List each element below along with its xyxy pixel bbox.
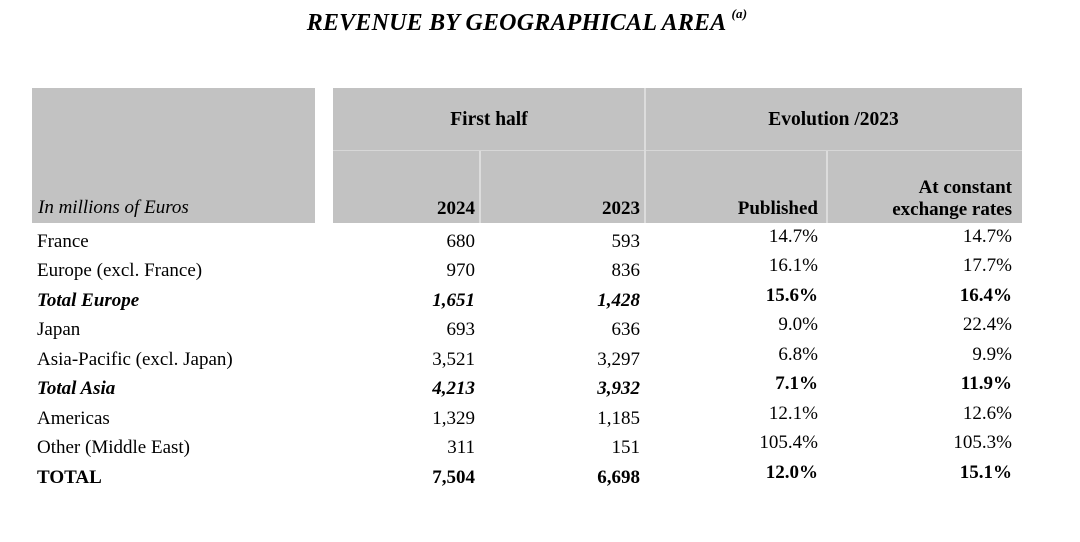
- group-header-band: First half Evolution /2023: [333, 88, 1022, 151]
- cell-2023: 1,428: [597, 289, 640, 311]
- cell-published: 14.7%: [768, 225, 818, 247]
- row-label: Asia-Pacific (excl. Japan): [37, 348, 233, 370]
- row-label: Other (Middle East): [37, 437, 191, 459]
- column-separator-published-constant: [826, 151, 828, 223]
- cell-2024: 1,651: [432, 289, 475, 311]
- column-header-published: Published: [737, 198, 818, 219]
- cell-constant: 17.7%: [962, 255, 1012, 277]
- table-row-europe-excl-france: Europe (excl. France) 970 836 16.1% 17.7…: [32, 255, 1012, 287]
- cell-constant: 105.3%: [953, 432, 1012, 454]
- table-row-asia-pacific: Asia-Pacific (excl. Japan) 3,521 3,297 6…: [32, 343, 1012, 375]
- column-group-separator: [644, 88, 646, 223]
- cell-2024: 4,213: [432, 378, 475, 400]
- cell-2023: 636: [611, 319, 641, 341]
- cell-2024: 311: [447, 437, 475, 459]
- cell-2023: 151: [611, 437, 641, 459]
- table-header-unit-cell: In millions of Euros: [32, 88, 315, 223]
- row-label: TOTAL: [37, 466, 102, 488]
- cell-2024: 3,521: [432, 348, 475, 370]
- column-header-constant-rates: At constant exchange rates: [892, 177, 1012, 220]
- cell-published: 6.8%: [778, 343, 818, 365]
- cell-2023: 6,698: [597, 466, 640, 488]
- cell-2024: 1,329: [432, 407, 475, 429]
- table-header-columns: First half Evolution /2023 2024 2023 Pub…: [333, 88, 1022, 223]
- cell-published: 12.1%: [768, 402, 818, 424]
- cell-2024: 693: [446, 319, 476, 341]
- cell-2024: 970: [446, 260, 476, 282]
- table-row-japan: Japan 693 636 9.0% 22.4%: [32, 314, 1012, 346]
- cell-published: 16.1%: [768, 255, 818, 277]
- table-row-americas: Americas 1,329 1,185 12.1% 12.6%: [32, 402, 1012, 434]
- cell-published: 7.1%: [775, 373, 818, 395]
- row-label: Total Europe: [37, 289, 140, 311]
- cell-constant: 16.4%: [959, 284, 1012, 306]
- column-header-row: 2024 2023 Published At constant exchange…: [333, 177, 1012, 223]
- table-row-france: France 680 593 14.7% 14.7%: [32, 225, 1012, 257]
- cell-constant: 9.9%: [972, 343, 1012, 365]
- table-row-grand-total: TOTAL 7,504 6,698 12.0% 15.1%: [32, 461, 1012, 493]
- cell-2023: 3,932: [597, 378, 640, 400]
- header-band-separator: [333, 150, 1022, 151]
- column-header-2024: 2024: [437, 198, 475, 219]
- cell-2024: 7,504: [432, 466, 475, 488]
- page-title-text: REVENUE BY GEOGRAPHICAL AREA: [306, 10, 727, 36]
- table-row-other-middle-east: Other (Middle East) 311 151 105.4% 105.3…: [32, 432, 1012, 464]
- row-label: Americas: [37, 407, 110, 429]
- row-label: France: [37, 230, 89, 252]
- table-body: France 680 593 14.7% 14.7% Europe (excl.…: [32, 225, 1012, 493]
- cell-2023: 3,297: [597, 348, 640, 370]
- cell-2023: 1,185: [597, 407, 640, 429]
- unit-label: In millions of Euros: [38, 197, 189, 218]
- column-separator-2024-2023: [479, 151, 481, 223]
- cell-2023: 836: [611, 260, 641, 282]
- cell-constant: 11.9%: [960, 373, 1012, 395]
- cell-2023: 593: [611, 230, 641, 252]
- cell-published: 15.6%: [765, 284, 818, 306]
- cell-published: 12.0%: [765, 461, 818, 483]
- group-header-first-half: First half: [450, 108, 528, 130]
- cell-constant: 22.4%: [962, 314, 1012, 336]
- cell-2024: 680: [446, 230, 476, 252]
- row-label: Japan: [37, 319, 81, 341]
- row-label: Total Asia: [37, 378, 116, 400]
- table-row-total-asia: Total Asia 4,213 3,932 7.1% 11.9%: [32, 373, 1012, 405]
- cell-constant: 14.7%: [962, 225, 1012, 247]
- row-label: Europe (excl. France): [37, 260, 203, 282]
- cell-published: 9.0%: [778, 314, 818, 336]
- cell-constant: 15.1%: [959, 461, 1012, 483]
- footnote-marker: (a): [731, 6, 748, 21]
- group-header-evolution: Evolution /2023: [768, 108, 899, 130]
- page-title: REVENUE BY GEOGRAPHICAL AREA (a): [32, 6, 1022, 37]
- cell-published: 105.4%: [759, 432, 818, 454]
- table-row-total-europe: Total Europe 1,651 1,428 15.6% 16.4%: [32, 284, 1012, 316]
- cell-constant: 12.6%: [962, 402, 1012, 424]
- column-header-2023: 2023: [602, 198, 640, 219]
